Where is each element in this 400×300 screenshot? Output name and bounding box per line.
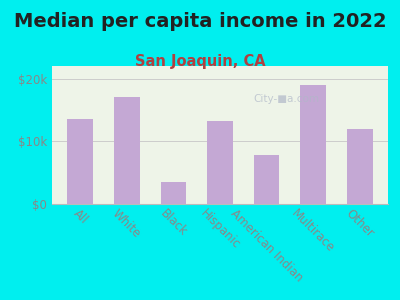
Bar [347,129,373,204]
Bar [114,98,140,204]
Bar [300,85,326,204]
Bar [67,119,93,204]
Bar [254,155,280,204]
Text: City-■a.com: City-■a.com [254,94,320,104]
Bar [160,182,186,204]
Text: Median per capita income in 2022: Median per capita income in 2022 [14,12,386,31]
Bar [207,121,233,204]
Text: San Joaquin, CA: San Joaquin, CA [135,54,265,69]
